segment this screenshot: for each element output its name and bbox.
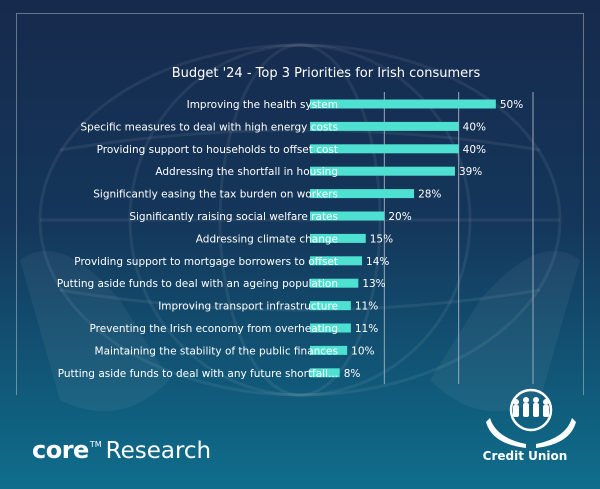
value-label: 8%	[344, 368, 361, 380]
category-label: Addressing the shortfall in housing	[155, 166, 338, 178]
category-label: Significantly raising social welfare rat…	[129, 211, 338, 223]
bar	[310, 211, 385, 221]
bar	[310, 345, 348, 355]
category-label: Providing support to mortgage borrowers …	[74, 256, 338, 268]
category-label: Preventing the Irish economy from overhe…	[90, 323, 339, 335]
bar	[310, 368, 340, 378]
bar	[310, 121, 459, 131]
bar	[310, 166, 455, 176]
value-label: 10%	[351, 345, 374, 357]
core-research-brand: coreTM Research	[32, 436, 211, 464]
category-label: Significantly easing the tax burden on w…	[93, 189, 338, 201]
brand-research: Research	[105, 438, 212, 464]
category-label: Specific measures to deal with high ener…	[80, 121, 338, 133]
credit-union-logo-icon	[486, 388, 576, 448]
category-label: Providing support to households to offse…	[97, 144, 338, 156]
bar	[310, 99, 496, 109]
value-label: 50%	[500, 99, 523, 111]
chart-frame	[16, 13, 584, 395]
category-label: Addressing climate change	[196, 233, 338, 245]
bar	[310, 256, 363, 266]
bar	[310, 233, 366, 243]
value-label: 20%	[388, 211, 411, 223]
brand-core: core	[32, 436, 89, 464]
category-label: Putting aside funds to deal with an agei…	[57, 278, 338, 290]
value-label: 28%	[418, 189, 441, 201]
brand-trademark: TM	[89, 440, 102, 449]
value-label: 11%	[355, 323, 378, 335]
category-label: Improving transport infrastructure	[158, 301, 338, 313]
value-label: 40%	[463, 121, 486, 133]
value-label: 40%	[463, 144, 486, 156]
category-label: Maintaining the stability of the public …	[95, 345, 338, 357]
bar	[310, 144, 459, 154]
category-label: Putting aside funds to deal with any fut…	[58, 368, 338, 380]
category-label: Improving the health system	[187, 99, 338, 111]
credit-union-label: Credit Union	[482, 449, 568, 463]
value-label: 13%	[362, 278, 385, 290]
bar	[310, 323, 351, 333]
bar	[310, 278, 359, 288]
bar	[310, 301, 351, 311]
value-label: 14%	[366, 256, 389, 268]
value-label: 39%	[459, 166, 482, 178]
value-label: 11%	[355, 301, 378, 313]
bar	[310, 189, 415, 199]
value-label: 15%	[370, 233, 393, 245]
chart-title: Budget '24 - Top 3 Priorities for Irish …	[172, 66, 481, 81]
